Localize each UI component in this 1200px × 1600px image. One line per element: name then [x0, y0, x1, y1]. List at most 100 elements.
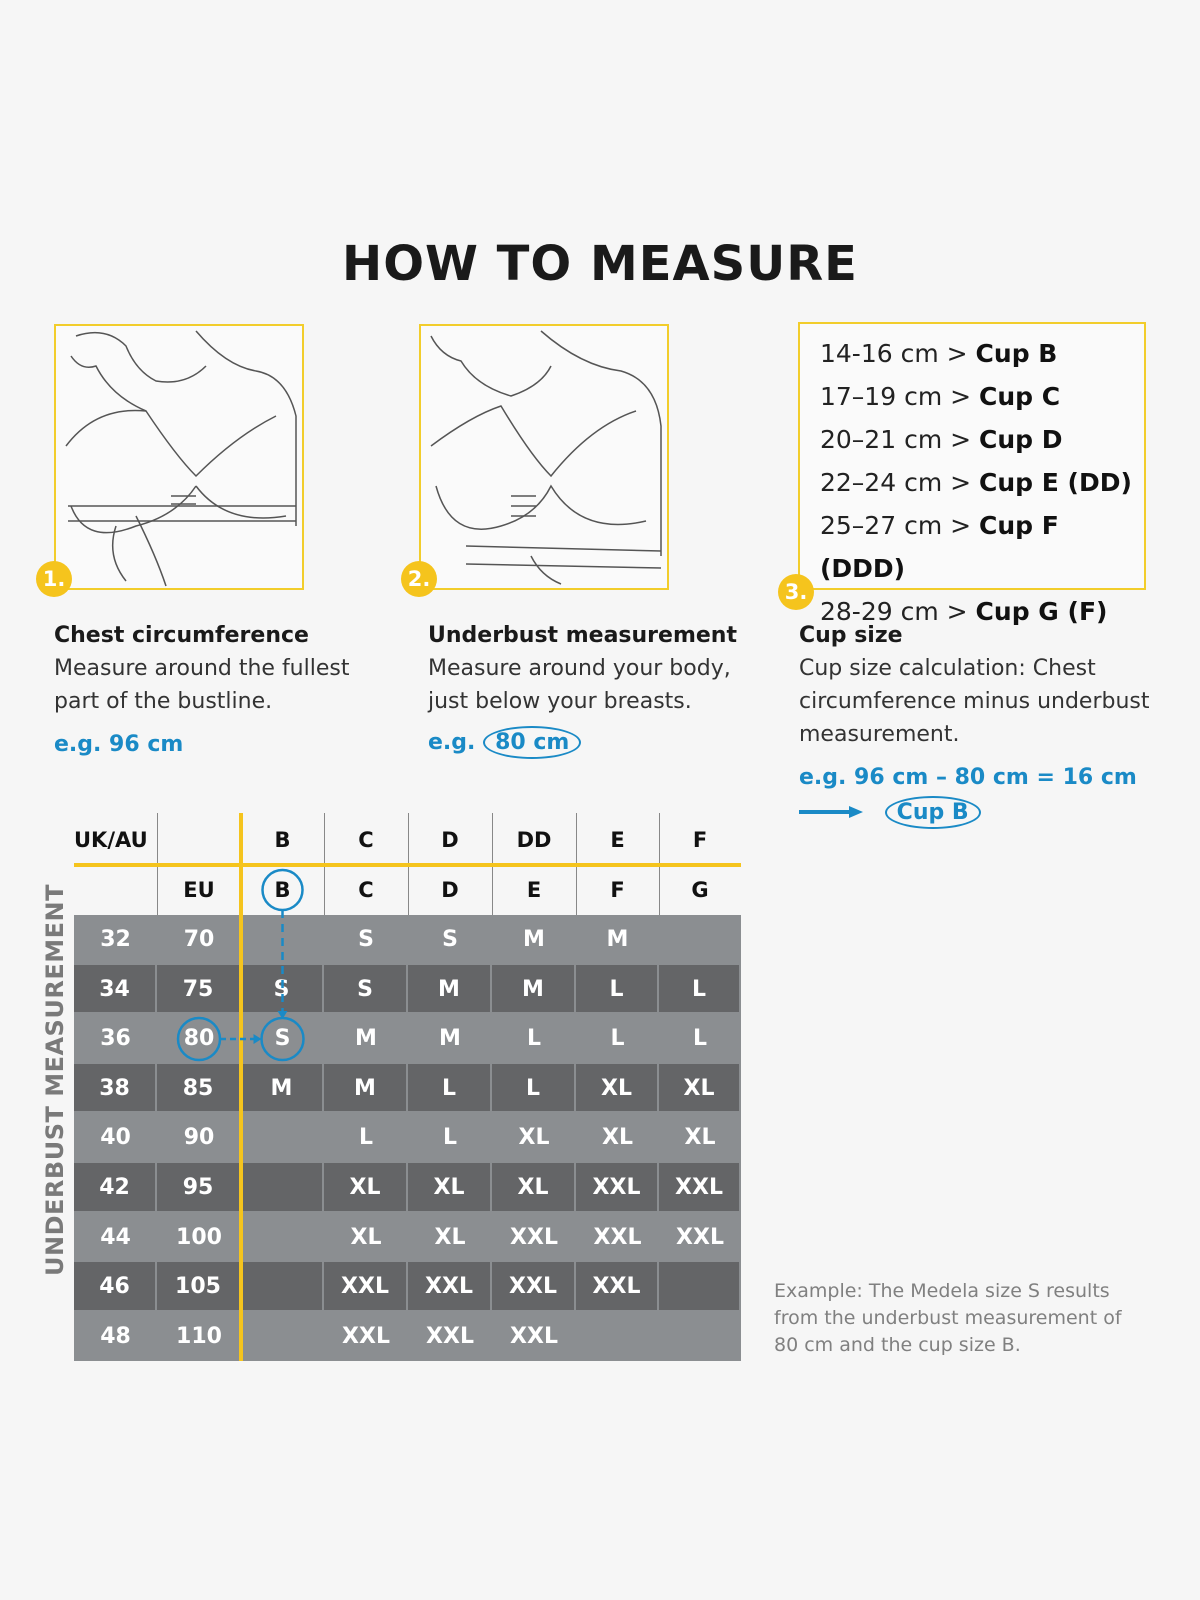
note-line: 80 cm and the cup size B. [774, 1334, 1021, 1356]
cup-range: 20–21 cm > [820, 425, 972, 454]
uk-cup-header: E [610, 828, 625, 852]
size-cell: L [576, 1014, 659, 1064]
step-text-line: Measure around the fullest [54, 656, 350, 681]
size-cell: M [492, 915, 576, 965]
eu-cup-header: D [441, 878, 459, 902]
cup-range: 28-29 cm > [820, 597, 968, 626]
size-cell: S [408, 915, 492, 965]
eu-cup-header: E [526, 878, 542, 902]
size-cell: M [492, 964, 576, 1015]
size-cell [241, 1113, 324, 1163]
uk-band-size: 38 [74, 1063, 157, 1114]
size-cell: XL [408, 1212, 492, 1263]
eu-header: EU [183, 878, 215, 902]
size-cell: L [408, 1113, 492, 1163]
size-cell: XXL [576, 1262, 659, 1312]
step-text-line: Measure around your body, [428, 656, 731, 681]
size-cell: L [659, 1014, 741, 1064]
example-value-circled: 80 cm [483, 726, 582, 759]
size-cell [659, 1262, 741, 1312]
step-example: e.g. 96 cm – 80 cm = 16 cm [799, 765, 1137, 790]
size-cell [241, 1262, 324, 1312]
size-cell [659, 915, 741, 965]
step-heading: Cup size [799, 623, 903, 648]
size-cell: M [324, 1014, 408, 1064]
uk-au-header: UK/AU [74, 828, 148, 852]
size-cell [241, 1311, 324, 1362]
arrow-right-icon [799, 801, 863, 826]
uk-band-size: 40 [74, 1113, 157, 1163]
uk-cup-header: B [274, 828, 291, 852]
step-heading: Underbust measurement [428, 623, 737, 648]
step-result: Cup B [799, 796, 1179, 829]
cup-letter: Cup C [979, 382, 1061, 411]
eu-band-size: 100 [157, 1212, 241, 1263]
size-cell: XL [576, 1063, 659, 1114]
uk-cup-header: F [692, 828, 708, 852]
size-cell: XXL [324, 1262, 408, 1312]
size-cell: S [324, 915, 408, 965]
size-cell: XXL [408, 1262, 492, 1312]
size-cell: S [241, 964, 324, 1015]
step-example: e.g. 80 cm [428, 726, 788, 759]
eu-cup-header: B [274, 878, 291, 902]
size-cell [659, 1311, 741, 1362]
uk-band-size: 48 [74, 1311, 157, 1362]
eu-band-size: 70 [157, 915, 241, 965]
step-example: e.g. 96 cm [54, 732, 184, 757]
size-cell: XL [324, 1212, 408, 1263]
step-3-text: Cup size Cup size calculation: Chest cir… [799, 620, 1179, 829]
size-cell [241, 915, 324, 965]
cup-letter: Cup F (DDD) [820, 511, 1059, 583]
size-cell: M [576, 915, 659, 965]
size-cell: XL [492, 1163, 576, 1213]
eu-band-size: 85 [157, 1063, 241, 1114]
size-cell: XXL [324, 1311, 408, 1362]
size-cell: XXL [576, 1163, 659, 1213]
step-3-badge: 3. [778, 574, 814, 610]
underbust-illustration [419, 324, 669, 590]
cup-range-row: 14-16 cm > Cup B [820, 332, 1144, 375]
cup-letter: Cup G (F) [975, 597, 1108, 626]
size-cell: L [576, 964, 659, 1015]
cup-range-row: 28-29 cm > Cup G (F) [820, 590, 1144, 633]
underbust-axis-label: UNDERBUST MEASUREMENT [41, 884, 69, 1276]
step-text-line: just below your breasts. [428, 689, 692, 714]
column-yellow-line [239, 813, 243, 1362]
note-line: from the underbust measurement of [774, 1307, 1122, 1329]
header-yellow-line [74, 863, 741, 867]
uk-cup-header: C [358, 828, 374, 852]
size-cell: XL [576, 1113, 659, 1163]
size-cell: M [408, 964, 492, 1015]
size-cell: XL [408, 1163, 492, 1213]
size-cell [241, 1163, 324, 1213]
size-cell: L [492, 1063, 576, 1114]
cup-range-row: 20–21 cm > Cup D [820, 418, 1144, 461]
eu-band-size: 90 [157, 1113, 241, 1163]
size-cell: S [241, 1014, 324, 1064]
cup-letter: Cup B [975, 339, 1058, 368]
eu-cup-header: C [358, 878, 374, 902]
page-title: HOW TO MEASURE [342, 236, 858, 292]
cup-range: 17–19 cm > [820, 382, 972, 411]
eu-cup-header: G [691, 878, 709, 902]
note-line: Example: The Medela size S results [774, 1280, 1110, 1302]
step-1-badge: 1. [36, 561, 72, 597]
size-cell [241, 1212, 324, 1263]
step-text-line: part of the bustline. [54, 689, 273, 714]
chest-illustration [54, 324, 304, 590]
size-cell: XXL [492, 1311, 576, 1362]
cup-range-row: 17–19 cm > Cup C [820, 375, 1144, 418]
cup-range: 25–27 cm > [820, 511, 972, 540]
example-note: Example: The Medela size S results from … [774, 1278, 1134, 1359]
uk-band-size: 44 [74, 1212, 157, 1263]
cup-range-row: 25–27 cm > Cup F (DDD) [820, 504, 1144, 590]
eu-band-size: 75 [157, 964, 241, 1015]
step-heading: Chest circumference [54, 623, 309, 648]
size-cell: XXL [492, 1212, 576, 1263]
uk-band-size: 36 [74, 1014, 157, 1064]
uk-band-size: 46 [74, 1262, 157, 1312]
uk-band-size: 32 [74, 915, 157, 965]
eu-band-size: 110 [157, 1311, 241, 1362]
uk-cup-header: DD [516, 828, 552, 852]
